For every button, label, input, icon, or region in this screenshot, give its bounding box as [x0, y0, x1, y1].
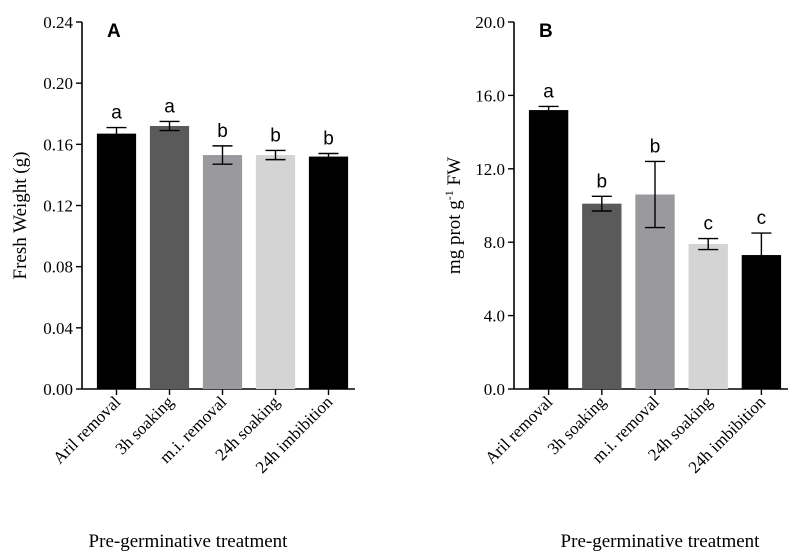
x-axis-title: Pre-germinative treatment	[89, 531, 289, 552]
y-tick-label: 0.24	[43, 13, 73, 32]
y-tick-label: 0.0	[484, 380, 505, 399]
y-axis-title: Fresh Weight (g)	[10, 152, 31, 280]
panel-b: B 0.0 4.0 8.0 12.0 16.0 20.0 mg prot g-1 FW a Ari…	[442, 13, 788, 552]
y-tick-label: 0.08	[43, 258, 73, 277]
significance-letter: a	[164, 96, 175, 117]
y-tick-label: 0.12	[43, 197, 73, 216]
y-axis-title-main: mg prot g	[444, 200, 465, 274]
significance-letter: a	[111, 103, 122, 124]
bar	[528, 110, 569, 389]
panel-letter: B	[539, 21, 553, 42]
bar	[202, 155, 243, 389]
bar	[149, 125, 190, 389]
bar	[688, 244, 728, 389]
significance-letter: c	[757, 208, 767, 229]
panel-a: A 0.00 0.04 0.08 0.12 0.16 0.20 0.24 Fresh Weigh…	[10, 13, 355, 552]
y-tick-label: 20.0	[475, 13, 505, 32]
significance-letter: b	[323, 129, 334, 150]
significance-letter: c	[703, 214, 713, 235]
y-tick-label: 4.0	[484, 307, 505, 326]
y-tick-label: 0.20	[43, 74, 73, 93]
y-tick-label: 12.0	[475, 160, 505, 179]
significance-letter: b	[217, 121, 228, 142]
category-label: Aril removal	[49, 392, 124, 467]
significance-letter: b	[597, 171, 608, 192]
y-axis-title: mg prot g-1 FW	[442, 157, 465, 274]
bar	[255, 155, 296, 389]
bar	[582, 203, 622, 389]
bar	[308, 156, 349, 389]
category-label: Aril removal	[481, 392, 556, 467]
panel-letter: A	[107, 21, 121, 42]
y-tick-label: 16.0	[475, 86, 505, 105]
significance-letter: b	[270, 125, 281, 146]
y-tick-label: 8.0	[484, 233, 505, 252]
significance-letter: b	[650, 136, 661, 157]
y-axis-title-tail: FW	[444, 157, 465, 190]
significance-letter: a	[543, 81, 554, 102]
y-tick-label: 0.16	[43, 135, 73, 154]
y-tick-label: 0.04	[43, 319, 73, 338]
x-axis-title: Pre-germinative treatment	[561, 531, 761, 552]
y-axis-title-superscript: -1	[442, 190, 456, 200]
bar	[96, 133, 137, 389]
y-tick-label: 0.00	[43, 380, 73, 399]
